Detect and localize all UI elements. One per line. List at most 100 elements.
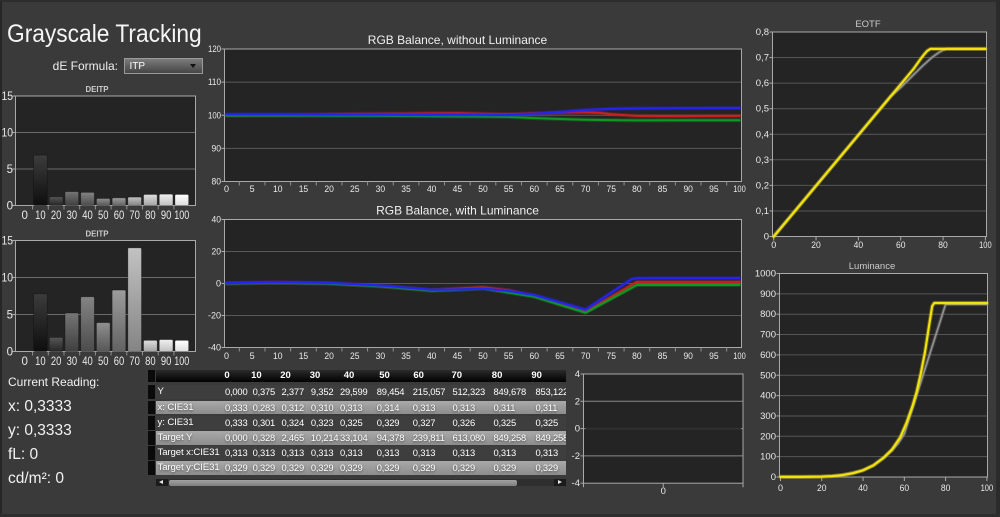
svg-text:60: 60	[896, 240, 906, 250]
svg-text:0: 0	[778, 483, 783, 493]
svg-text:30: 30	[376, 351, 386, 361]
svg-text:80: 80	[941, 483, 951, 493]
svg-text:45: 45	[453, 351, 463, 361]
svg-text:70: 70	[581, 184, 591, 194]
svg-text:15: 15	[299, 351, 309, 361]
svg-text:30: 30	[376, 184, 386, 194]
svg-text:0: 0	[575, 424, 580, 435]
svg-text:50: 50	[478, 184, 488, 194]
svg-text:15: 15	[2, 236, 14, 248]
svg-text:0: 0	[764, 232, 769, 243]
svg-text:75: 75	[607, 351, 617, 361]
svg-text:20: 20	[51, 356, 62, 368]
svg-text:5: 5	[7, 164, 13, 176]
svg-text:DEITP: DEITP	[86, 229, 109, 239]
svg-text:RGB Balance, with Luminance: RGB Balance, with Luminance	[376, 204, 539, 218]
svg-text:300: 300	[760, 411, 776, 422]
svg-text:0,1: 0,1	[756, 206, 769, 217]
svg-text:100: 100	[208, 110, 221, 120]
svg-text:600: 600	[760, 350, 776, 361]
svg-text:100: 100	[760, 452, 776, 463]
svg-text:0: 0	[771, 472, 776, 483]
svg-text:30: 30	[67, 356, 78, 368]
svg-text:65: 65	[555, 184, 565, 194]
svg-text:25: 25	[350, 351, 360, 361]
svg-text:40: 40	[427, 351, 437, 361]
svg-text:40: 40	[82, 210, 93, 222]
svg-text:-2: -2	[572, 451, 580, 462]
svg-text:110: 110	[208, 77, 221, 87]
svg-text:100: 100	[979, 240, 992, 250]
svg-text:45: 45	[453, 184, 463, 194]
svg-text:0,6: 0,6	[756, 78, 769, 89]
svg-text:30: 30	[67, 210, 78, 222]
svg-text:35: 35	[401, 351, 411, 361]
svg-text:0,5: 0,5	[756, 104, 769, 115]
svg-text:0,3: 0,3	[756, 155, 769, 166]
svg-text:1000: 1000	[755, 269, 776, 280]
svg-text:RGB Balance, without Luminance: RGB Balance, without Luminance	[368, 33, 548, 47]
svg-text:60: 60	[530, 351, 540, 361]
svg-text:EOTF: EOTF	[855, 19, 881, 30]
svg-text:-40: -40	[208, 343, 221, 353]
svg-text:90: 90	[683, 351, 693, 361]
svg-text:0: 0	[7, 201, 13, 213]
svg-text:100: 100	[981, 483, 994, 493]
svg-text:10: 10	[35, 356, 46, 368]
svg-text:0: 0	[771, 240, 776, 250]
svg-text:5: 5	[250, 351, 255, 361]
svg-text:40: 40	[854, 240, 864, 250]
svg-text:10: 10	[273, 351, 283, 361]
svg-text:85: 85	[658, 184, 668, 194]
svg-text:DEITP: DEITP	[86, 84, 109, 94]
svg-text:0: 0	[21, 356, 27, 368]
svg-text:40: 40	[212, 215, 222, 225]
svg-text:100: 100	[174, 210, 189, 222]
svg-text:25: 25	[350, 184, 360, 194]
svg-text:20: 20	[324, 184, 334, 194]
svg-text:0,4: 0,4	[756, 129, 769, 140]
svg-text:4: 4	[575, 369, 580, 380]
svg-text:2: 2	[575, 396, 580, 407]
svg-text:20: 20	[811, 240, 821, 250]
svg-text:0: 0	[224, 184, 229, 194]
svg-text:80: 80	[145, 210, 156, 222]
svg-text:10: 10	[2, 128, 14, 140]
svg-text:90: 90	[161, 356, 172, 368]
svg-text:120: 120	[208, 44, 221, 54]
svg-text:90: 90	[683, 184, 693, 194]
svg-text:40: 40	[82, 356, 93, 368]
svg-text:Luminance: Luminance	[849, 261, 895, 272]
svg-text:60: 60	[530, 184, 540, 194]
svg-text:80: 80	[145, 356, 156, 368]
svg-text:0,7: 0,7	[756, 53, 769, 64]
svg-text:80: 80	[632, 351, 642, 361]
svg-text:900: 900	[760, 289, 776, 300]
svg-text:95: 95	[709, 351, 719, 361]
svg-text:10: 10	[2, 273, 14, 285]
svg-text:20: 20	[324, 351, 334, 361]
svg-text:100: 100	[733, 184, 746, 194]
svg-text:60: 60	[114, 356, 125, 368]
svg-text:65: 65	[555, 351, 565, 361]
svg-text:0,2: 0,2	[756, 180, 769, 191]
svg-text:400: 400	[760, 391, 776, 402]
svg-text:20: 20	[212, 247, 222, 257]
svg-text:0: 0	[224, 351, 229, 361]
svg-text:35: 35	[401, 184, 411, 194]
svg-text:500: 500	[760, 370, 776, 381]
svg-text:100: 100	[733, 351, 746, 361]
svg-text:50: 50	[98, 356, 109, 368]
svg-text:0: 0	[21, 210, 27, 222]
svg-text:15: 15	[2, 91, 14, 103]
svg-text:80: 80	[938, 240, 948, 250]
svg-text:10: 10	[35, 210, 46, 222]
svg-text:70: 70	[129, 356, 140, 368]
svg-text:55: 55	[504, 184, 514, 194]
svg-text:95: 95	[709, 184, 719, 194]
svg-text:100: 100	[174, 356, 189, 368]
svg-text:40: 40	[427, 184, 437, 194]
svg-text:80: 80	[632, 184, 642, 194]
svg-text:10: 10	[273, 184, 283, 194]
svg-text:-20: -20	[208, 311, 221, 321]
